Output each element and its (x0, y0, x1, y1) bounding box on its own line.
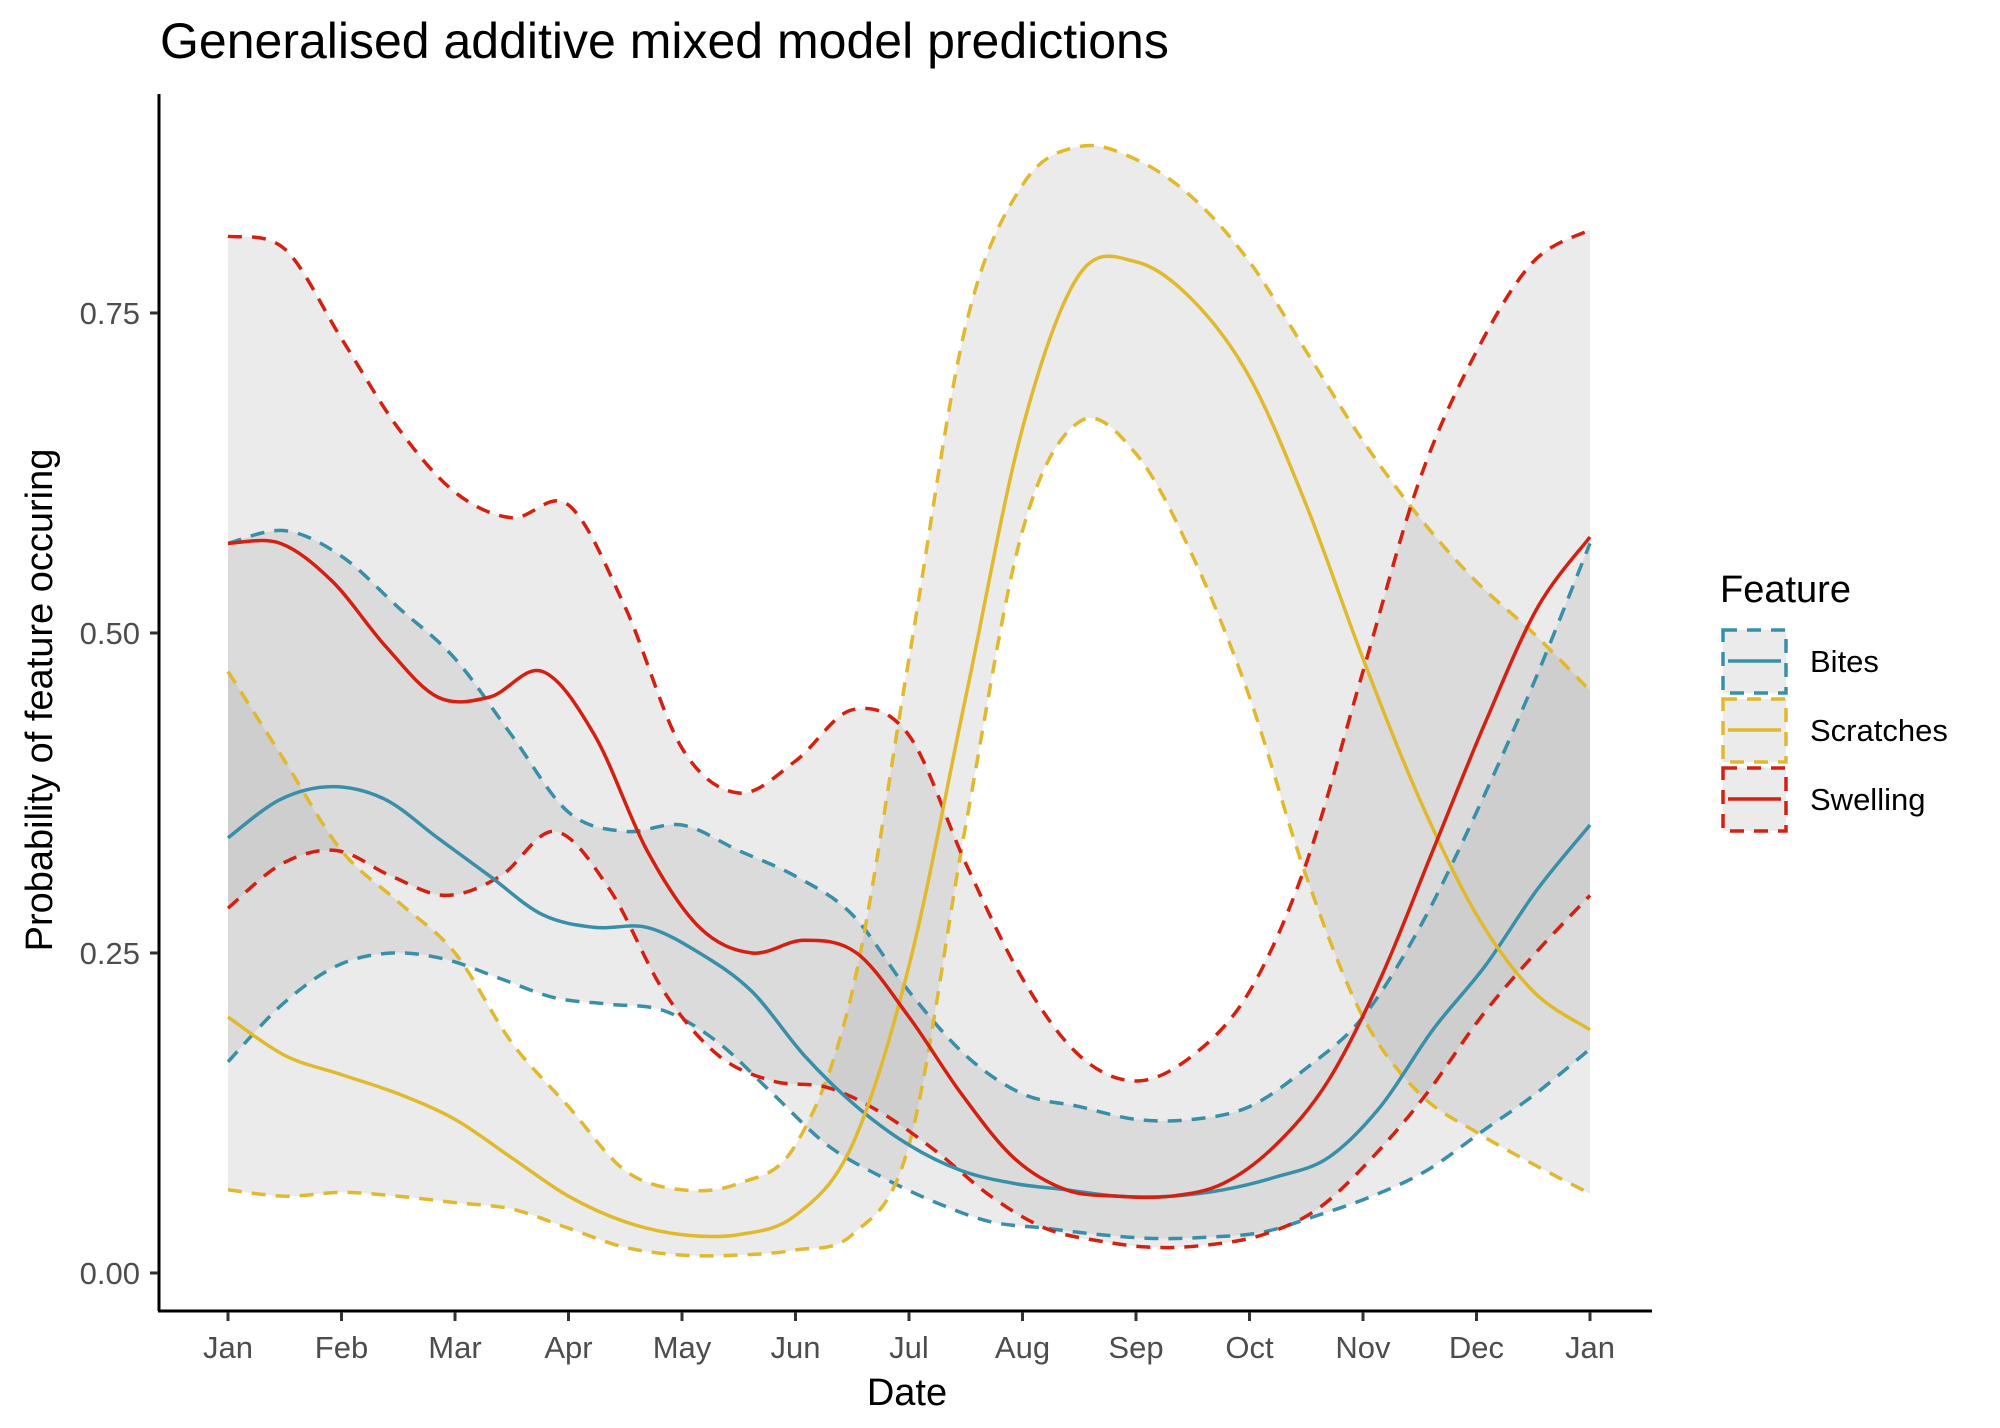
x-tick-label: Dec (1449, 1330, 1504, 1365)
x-tick-label: Sep (1108, 1330, 1163, 1365)
x-tick-label: Feb (315, 1330, 368, 1365)
band-scratches (228, 145, 1590, 1256)
upper-bound-bites (227, 528, 1592, 1123)
lower-bound-scratches (227, 416, 1591, 1258)
series-lines (226, 143, 1592, 1258)
x-tick-label: Oct (1225, 1330, 1274, 1365)
y-tick-label: 0.50 (80, 616, 140, 651)
legend-label-scratches: Scratches (1810, 713, 1948, 748)
x-tick-label: May (653, 1330, 712, 1365)
legend: Bites Scratches Swelling (1721, 628, 1948, 833)
y-tick-label: 0.25 (80, 936, 140, 971)
x-ticks: Jan Feb Mar Apr May Jun Jul Aug Sep Oct Nov Dec Jan (203, 1312, 1615, 1365)
legend-label-bites: Bites (1810, 644, 1879, 679)
x-tick-label: Jan (1565, 1330, 1615, 1365)
y-ticks: 0.00 0.25 0.50 0.75 (80, 296, 158, 1291)
x-tick-label: Jul (889, 1330, 929, 1365)
x-tick-label: Mar (428, 1330, 481, 1365)
legend-item-swelling: Swelling (1721, 766, 1925, 833)
x-tick-label: Jan (203, 1330, 253, 1365)
upper-bound-swelling (227, 228, 1591, 1083)
confidence-bands (228, 145, 1590, 1256)
x-tick-label: Nov (1335, 1330, 1391, 1365)
y-tick-label: 0.00 (80, 1256, 140, 1291)
y-tick-label: 0.75 (80, 296, 140, 331)
fit-line-bites (226, 784, 1592, 1199)
legend-title: Feature (1720, 569, 1851, 611)
chart-title: Generalised additive mixed model predict… (160, 13, 1169, 69)
legend-item-scratches: Scratches (1721, 697, 1948, 764)
x-axis-title: Date (867, 1372, 947, 1414)
x-tick-label: Aug (995, 1330, 1050, 1365)
fit-line-scratches (227, 254, 1591, 1239)
x-tick-label: Jun (771, 1330, 821, 1365)
fit-line-swelling (227, 535, 1592, 1200)
legend-label-swelling: Swelling (1810, 782, 1925, 817)
x-tick-label: Apr (544, 1330, 592, 1365)
lower-bound-swelling (226, 829, 1592, 1250)
y-axis-title: Probability of feature occuring (19, 449, 61, 952)
legend-item-bites: Bites (1721, 628, 1879, 695)
upper-bound-scratches (226, 143, 1592, 1193)
